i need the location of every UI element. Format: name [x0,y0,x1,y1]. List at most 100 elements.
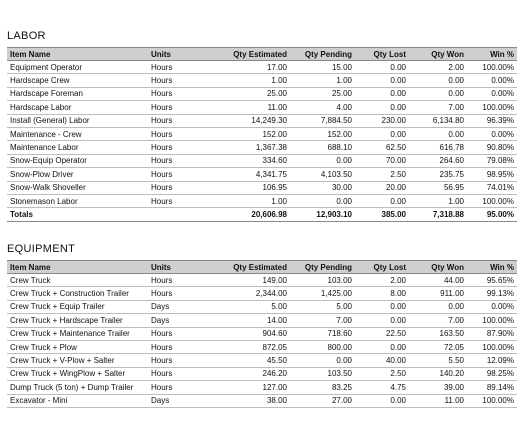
cell-qty-pending: 0.00 [290,194,355,209]
cell-qty-estimated: 904.60 [208,327,290,341]
column-header-item-name: Item Name [7,260,148,274]
table-row: Crew Truck + Equip Trailer Days 5.00 5.00 0.… [7,300,517,315]
cell-qty-lost: 0.00 [355,194,409,209]
cell-qty-lost: 0.00 [355,126,409,142]
cell-qty-estimated: 246.20 [208,367,290,382]
cell-item-name: Snow-Equip Operator [7,154,148,169]
cell-qty-lost: 2.00 [355,273,409,288]
cell-win-pct: 100.00% [467,394,517,408]
table-row: Crew Truck + WingPlow + Salter Hours 246.2… [7,367,517,382]
cell-qty-pending: 83.25 [290,380,355,395]
cell-item-name: Crew Truck + Hardscape Trailer [7,313,148,328]
cell-qty-estimated: 2,344.00 [208,286,290,301]
cell-item-name: Snow-Walk Shoveller [7,181,148,195]
cell-qty-estimated: 25.00 [208,87,290,102]
cell-qty-estimated: 127.00 [208,380,290,395]
cell-win-pct: 0.00% [467,73,517,88]
cell-qty-pending: 103.50 [290,367,355,382]
cell-win-pct: 74.01% [467,181,517,195]
cell-win-pct: 100.00% [467,340,517,355]
cell-win-pct: 87.90% [467,327,517,341]
table-row: Snow-Walk Shoveller Hours 106.95 30.00 20.00… [7,181,517,195]
cell-qty-pending: 0.00 [290,154,355,169]
column-header-qty-won: Qty Won [409,260,467,274]
totals-qty-lost: 385.00 [355,207,409,222]
cell-qty-won: 1.00 [409,194,467,209]
cell-qty-pending: 7,884.50 [290,114,355,128]
cell-qty-pending: 5.00 [290,300,355,315]
cell-units: Days [148,300,208,315]
totals-units [148,207,208,222]
table-row: Crew Truck + Plow Hours 872.05 800.00 0.00 72… [7,340,517,355]
cell-qty-pending: 152.00 [290,126,355,142]
cell-qty-lost: 4.75 [355,380,409,395]
cell-qty-estimated: 149.00 [208,273,290,288]
cell-qty-won: 0.00 [409,300,467,315]
cell-qty-won: 2.00 [409,60,467,75]
cell-win-pct: 79.08% [467,154,517,169]
cell-qty-estimated: 14.00 [208,313,290,328]
cell-item-name: Hardscape Crew [7,73,148,88]
cell-units: Hours [148,126,208,142]
cell-qty-pending: 1,425.00 [290,286,355,301]
cell-item-name: Crew Truck + WingPlow + Salter [7,367,148,382]
cell-qty-pending: 4.00 [290,100,355,115]
cell-qty-won: 163.50 [409,327,467,341]
cell-units: Hours [148,73,208,88]
column-header-qty-lost: Qty Lost [355,47,409,61]
cell-item-name: Maintenance - Crew [7,126,148,142]
cell-qty-pending: 718.60 [290,327,355,341]
table-row: Crew Truck + Hardscape Trailer Days 14.00 7… [7,313,517,328]
cell-item-name: Equipment Operator [7,60,148,75]
table-row: Stonemason Labor Hours 1.00 0.00 0.00 1.00 100… [7,194,517,209]
column-header-item-name: Item Name [7,47,148,61]
table-row: Snow-Equip Operator Hours 334.60 0.00 70.00 2… [7,154,517,169]
cell-qty-lost: 0.00 [355,100,409,115]
cell-units: Hours [148,380,208,395]
labor-section-title: LABOR [7,30,46,42]
table-row: Maintenance - Crew Hours 152.00 152.00 0.00 0… [7,126,517,142]
cell-units: Hours [148,353,208,368]
cell-units: Hours [148,100,208,115]
totals-item-name: Totals [7,207,148,222]
cell-qty-lost: 20.00 [355,181,409,195]
cell-qty-estimated: 45.50 [208,353,290,368]
cell-qty-won: 11.00 [409,394,467,408]
cell-win-pct: 89.14% [467,380,517,395]
cell-units: Hours [148,367,208,382]
cell-qty-pending: 688.10 [290,140,355,155]
cell-qty-lost: 22.50 [355,327,409,341]
cell-item-name: Crew Truck [7,273,148,288]
cell-qty-estimated: 106.95 [208,181,290,195]
cell-units: Hours [148,87,208,102]
cell-qty-lost: 0.00 [355,313,409,328]
cell-units: Hours [148,327,208,341]
cell-units: Hours [148,340,208,355]
cell-item-name: Maintenance Labor [7,140,148,155]
equipment-section-title: EQUIPMENT [7,243,76,255]
cell-qty-won: 56.95 [409,181,467,195]
cell-item-name: Hardscape Foreman [7,87,148,102]
cell-qty-won: 7.00 [409,100,467,115]
equipment-header-row: Item Name Units Qty Estimated Qty Pending Qt… [7,260,517,274]
cell-qty-lost: 8.00 [355,286,409,301]
cell-units: Hours [148,194,208,209]
cell-qty-estimated: 334.60 [208,154,290,169]
cell-win-pct: 96.39% [467,114,517,128]
table-row: Crew Truck + Maintenance Trailer Hours 904… [7,327,517,341]
cell-qty-won: 39.00 [409,380,467,395]
cell-qty-estimated: 14,249.30 [208,114,290,128]
cell-win-pct: 95.65% [467,273,517,288]
table-row: Maintenance Labor Hours 1,367.38 688.10 62.5… [7,140,517,155]
cell-qty-lost: 0.00 [355,340,409,355]
column-header-qty-pending: Qty Pending [290,260,355,274]
cell-item-name: Snow-Plow Driver [7,167,148,182]
cell-win-pct: 0.00% [467,300,517,315]
cell-units: Hours [148,60,208,75]
cell-units: Hours [148,140,208,155]
column-header-units: Units [148,47,208,61]
column-header-win-pct: Win % [467,47,517,61]
table-row: Hardscape Labor Hours 11.00 4.00 0.00 7.00 100… [7,100,517,115]
column-header-qty-estimated: Qty Estimated [208,260,290,274]
cell-item-name: Crew Truck + Construction Trailer [7,286,148,301]
